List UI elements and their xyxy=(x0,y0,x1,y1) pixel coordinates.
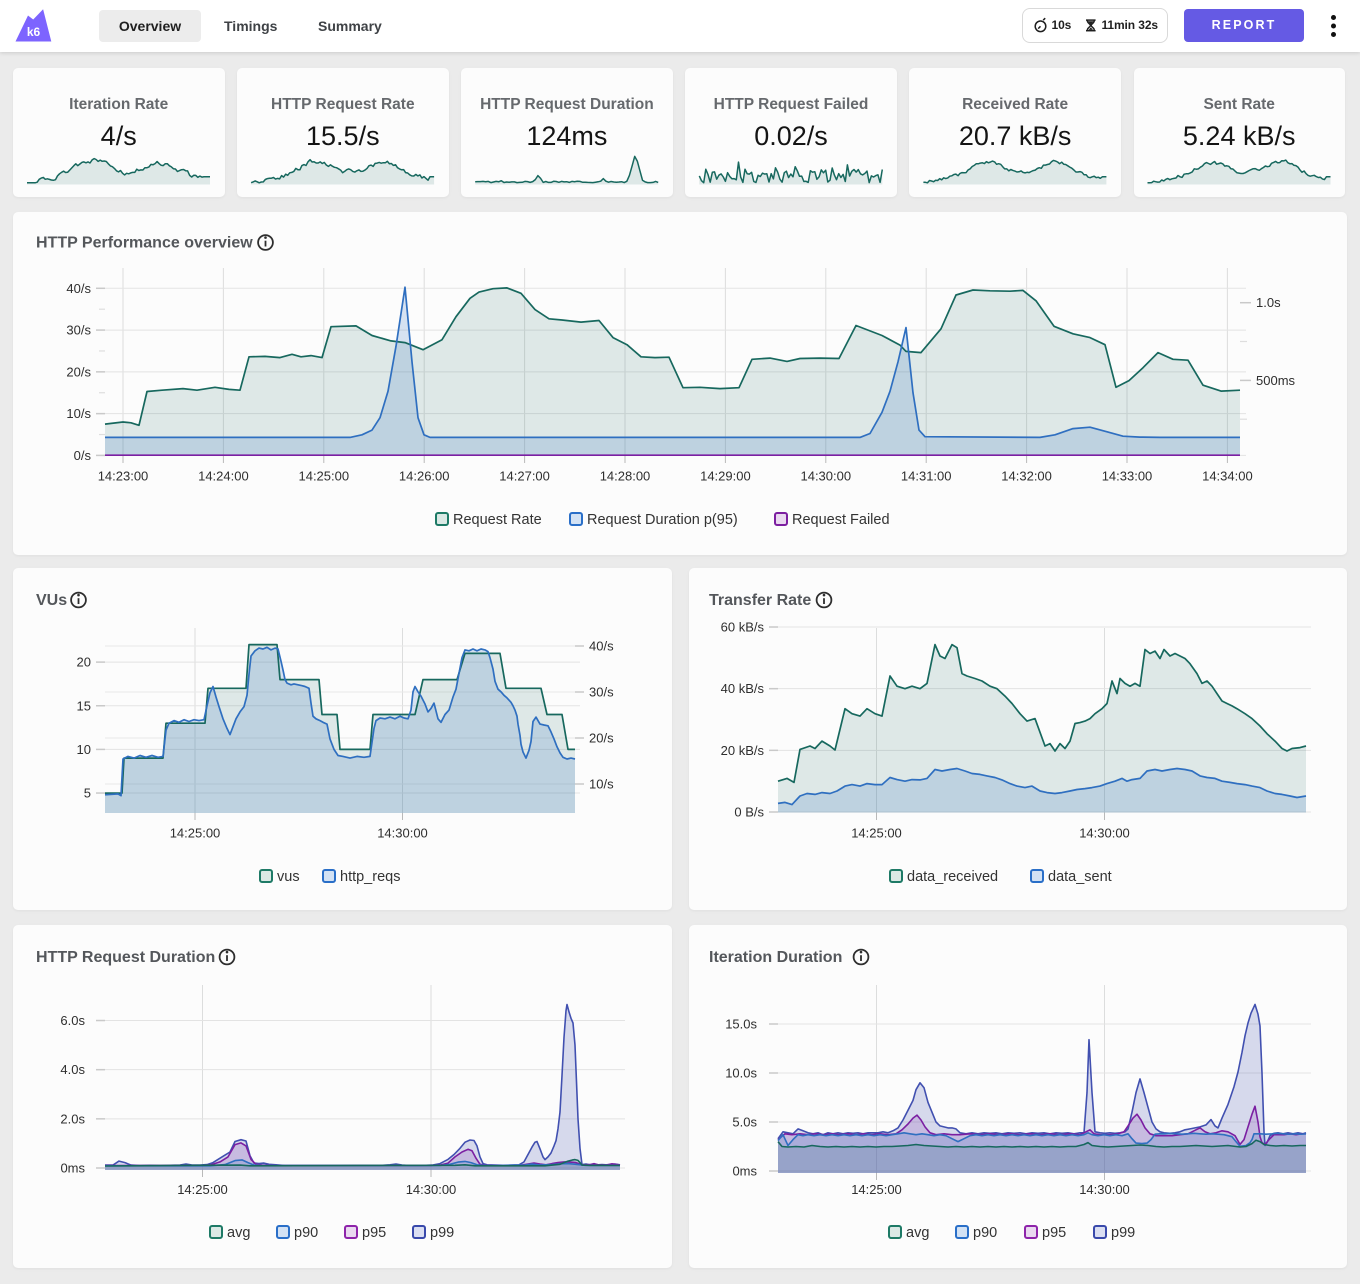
svg-text:Received Rate: Received Rate xyxy=(962,96,1068,113)
svg-text:14:28:00: 14:28:00 xyxy=(600,469,651,484)
svg-text:4.0s: 4.0s xyxy=(60,1062,85,1077)
svg-text:40/s: 40/s xyxy=(589,639,614,654)
svg-text:5: 5 xyxy=(84,786,91,801)
svg-text:0.02/s: 0.02/s xyxy=(754,121,828,151)
svg-text:Iteration Duration: Iteration Duration xyxy=(709,949,842,966)
svg-text:14:33:00: 14:33:00 xyxy=(1102,469,1153,484)
svg-text:5.0s: 5.0s xyxy=(732,1115,757,1130)
svg-text:30/s: 30/s xyxy=(589,685,614,700)
svg-text:p90: p90 xyxy=(973,1225,997,1241)
svg-text:HTTP Request Failed: HTTP Request Failed xyxy=(714,96,869,113)
svg-text:14:30:00: 14:30:00 xyxy=(800,469,851,484)
svg-text:p99: p99 xyxy=(1111,1225,1135,1241)
svg-text:20.7 kB/s: 20.7 kB/s xyxy=(959,121,1072,151)
svg-text:10/s: 10/s xyxy=(66,406,91,421)
svg-text:14:30:00: 14:30:00 xyxy=(1079,1182,1130,1197)
svg-text:p99: p99 xyxy=(430,1225,454,1241)
svg-text:0 B/s: 0 B/s xyxy=(734,805,764,820)
svg-text:40/s: 40/s xyxy=(66,281,91,296)
svg-text:14:31:00: 14:31:00 xyxy=(901,469,952,484)
svg-text:30/s: 30/s xyxy=(66,323,91,338)
svg-text:0ms: 0ms xyxy=(732,1164,757,1179)
svg-text:avg: avg xyxy=(227,1225,250,1241)
svg-text:15.5/s: 15.5/s xyxy=(306,121,380,151)
svg-text:Transfer Rate: Transfer Rate xyxy=(709,592,811,609)
svg-text:2.0s: 2.0s xyxy=(60,1111,85,1126)
svg-text:0/s: 0/s xyxy=(74,448,92,463)
svg-text:20/s: 20/s xyxy=(66,364,91,379)
svg-text:Sent Rate: Sent Rate xyxy=(1203,96,1275,113)
svg-text:14:29:00: 14:29:00 xyxy=(700,469,751,484)
svg-text:p95: p95 xyxy=(1042,1225,1066,1241)
svg-text:14:24:00: 14:24:00 xyxy=(198,469,249,484)
svg-text:15.0s: 15.0s xyxy=(725,1017,757,1032)
svg-text:14:25:00: 14:25:00 xyxy=(851,1182,902,1197)
svg-text:1.0s: 1.0s xyxy=(1256,295,1281,310)
svg-text:20: 20 xyxy=(77,655,91,670)
svg-text:Iteration Rate: Iteration Rate xyxy=(69,96,168,113)
svg-text:500ms: 500ms xyxy=(1256,373,1296,388)
svg-text:HTTP Request Duration: HTTP Request Duration xyxy=(36,949,215,966)
svg-text:data_sent: data_sent xyxy=(1048,869,1112,885)
svg-text:Request Duration p(95): Request Duration p(95) xyxy=(587,512,738,528)
svg-text:60 kB/s: 60 kB/s xyxy=(721,620,765,635)
svg-text:10: 10 xyxy=(77,742,91,757)
svg-text:14:25:00: 14:25:00 xyxy=(851,826,902,841)
svg-text:14:30:00: 14:30:00 xyxy=(406,1182,457,1197)
svg-text:avg: avg xyxy=(906,1225,929,1241)
svg-text:Request Rate: Request Rate xyxy=(453,512,542,528)
svg-text:14:30:00: 14:30:00 xyxy=(377,826,428,841)
svg-text:4/s: 4/s xyxy=(101,121,137,151)
svg-text:14:27:00: 14:27:00 xyxy=(499,469,550,484)
svg-text:http_reqs: http_reqs xyxy=(340,869,400,885)
svg-text:10.0s: 10.0s xyxy=(725,1066,757,1081)
svg-text:14:30:00: 14:30:00 xyxy=(1079,826,1130,841)
svg-text:10/s: 10/s xyxy=(589,777,614,792)
svg-text:14:25:00: 14:25:00 xyxy=(177,1182,228,1197)
svg-text:vus: vus xyxy=(277,869,300,885)
svg-text:20/s: 20/s xyxy=(589,731,614,746)
svg-text:14:32:00: 14:32:00 xyxy=(1001,469,1052,484)
svg-text:k6: k6 xyxy=(27,25,41,39)
svg-text:14:26:00: 14:26:00 xyxy=(399,469,450,484)
svg-text:0ms: 0ms xyxy=(60,1161,85,1176)
svg-text:p90: p90 xyxy=(294,1225,318,1241)
svg-text:HTTP Performance overview: HTTP Performance overview xyxy=(36,235,253,252)
svg-text:HTTP Request Duration: HTTP Request Duration xyxy=(480,96,654,113)
svg-text:15: 15 xyxy=(77,698,91,713)
svg-text:Request Failed: Request Failed xyxy=(792,512,890,528)
svg-text:HTTP Request Rate: HTTP Request Rate xyxy=(271,96,415,113)
svg-text:124ms: 124ms xyxy=(526,121,607,151)
svg-text:40 kB/s: 40 kB/s xyxy=(721,681,765,696)
svg-text:14:25:00: 14:25:00 xyxy=(170,826,221,841)
svg-text:14:23:00: 14:23:00 xyxy=(98,469,149,484)
svg-text:5.24 kB/s: 5.24 kB/s xyxy=(1183,121,1296,151)
svg-text:p95: p95 xyxy=(362,1225,386,1241)
svg-text:6.0s: 6.0s xyxy=(60,1013,85,1028)
svg-text:data_received: data_received xyxy=(907,869,998,885)
svg-text:14:25:00: 14:25:00 xyxy=(298,469,349,484)
svg-text:20 kB/s: 20 kB/s xyxy=(721,743,765,758)
svg-text:14:34:00: 14:34:00 xyxy=(1202,469,1253,484)
svg-text:VUs: VUs xyxy=(36,592,67,609)
